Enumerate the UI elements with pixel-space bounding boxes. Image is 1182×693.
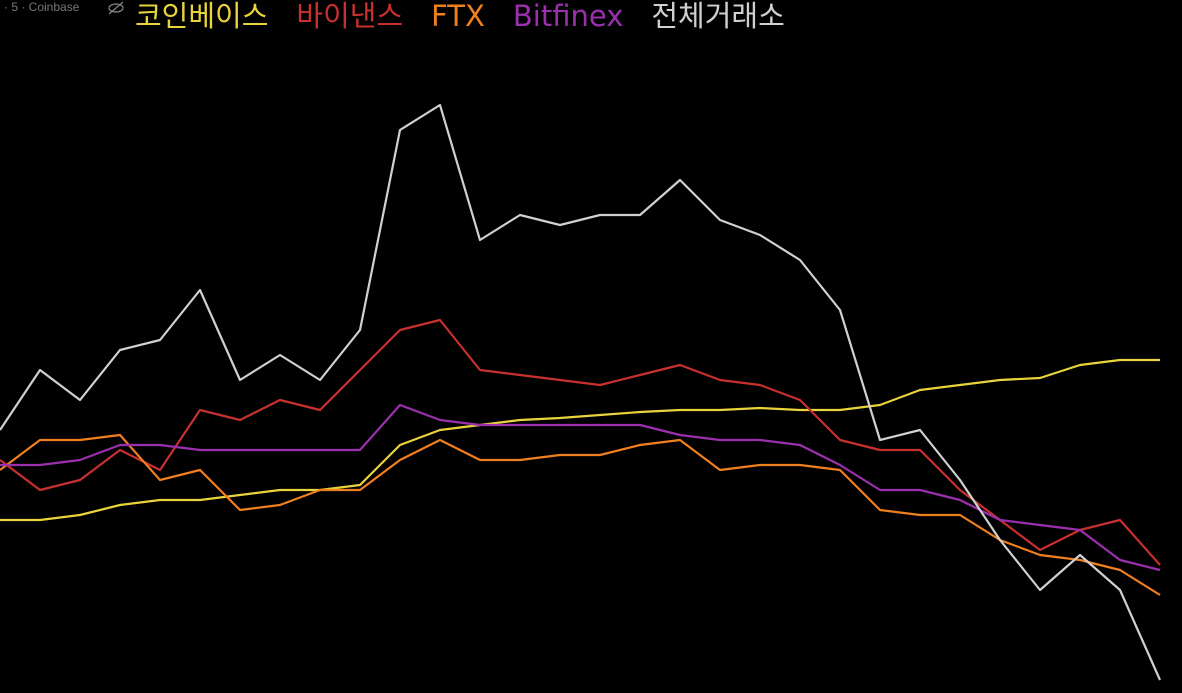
legend-entry[interactable]: Bitfinex (513, 0, 623, 33)
legend-entry[interactable]: 바이낸스 (296, 0, 403, 33)
source-label: · 5 · Coinbase (4, 0, 80, 14)
series-line (0, 103, 1162, 681)
series-line (0, 403, 1161, 572)
legend-entry[interactable]: 전체거래소 (651, 0, 784, 33)
series-line (0, 318, 1161, 566)
legend-entry[interactable]: FTX (431, 0, 485, 33)
series-line (0, 358, 1160, 522)
legend-entry[interactable]: 코인베이스 (135, 0, 268, 33)
series-line (0, 433, 1161, 596)
hide-icon[interactable] (108, 1, 124, 15)
